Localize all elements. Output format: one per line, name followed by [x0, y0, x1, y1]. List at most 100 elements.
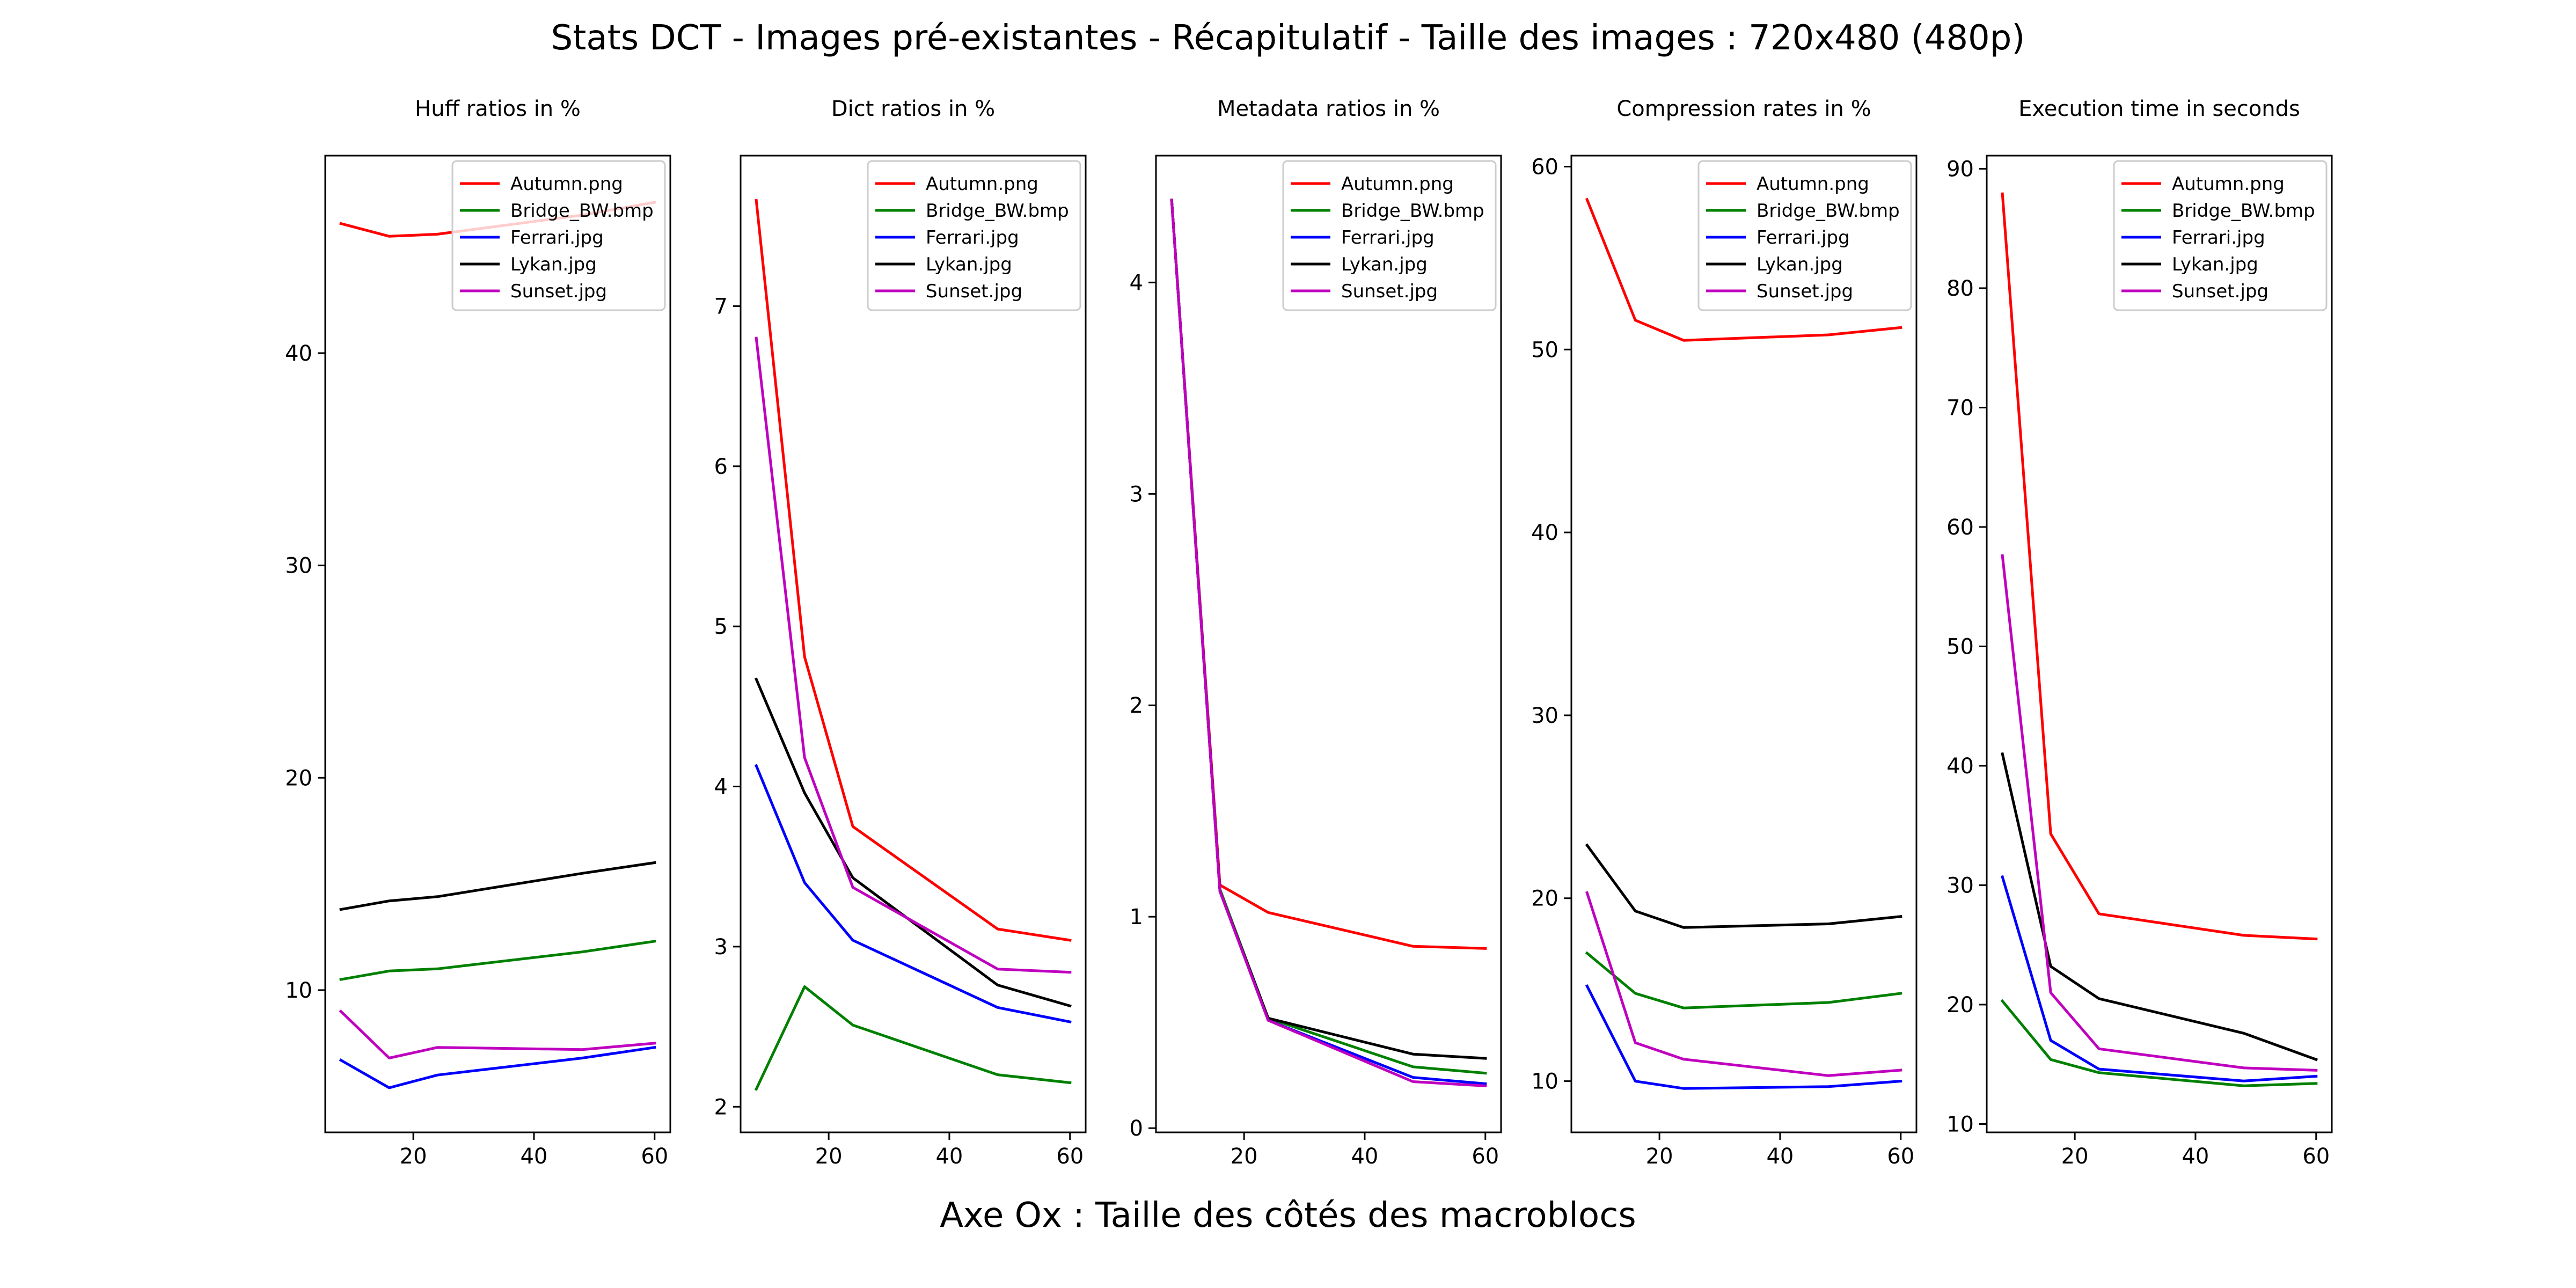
- series-line-sunset-jpg: [1585, 891, 1902, 1077]
- series-line-autumn-png: [1585, 197, 1902, 342]
- legend-label-bridge-bw-bmp: Bridge_BW.bmp: [1757, 200, 1900, 222]
- x-tick-label: 60: [641, 1144, 668, 1169]
- legend: Autumn.png Bridge_BW.bmp Ferrari.jpg Lykan.…: [1697, 160, 1912, 311]
- x-tick-label: 40: [1766, 1144, 1794, 1169]
- series-line-ferrari-jpg: [1170, 199, 1487, 1086]
- legend-box: [2113, 160, 2328, 311]
- y-tick-label: 70: [1946, 396, 1974, 420]
- legend-label-autumn-png: Autumn.png: [926, 173, 1038, 195]
- figure-xlabel: Axe Ox : Taille des côtés des macroblocs: [940, 1196, 1636, 1235]
- y-tick-label: 60: [1531, 155, 1558, 179]
- subplot-1: Huff ratios in % 20 40 60 10 20 30 40 Autumn.png…: [285, 97, 671, 1169]
- subplot-5: Execution time in seconds 20 40 60 10 20 30 40 5…: [1946, 97, 2333, 1169]
- subplot-title: Metadata ratios in %: [1217, 97, 1440, 121]
- series-line-bridge-bw-bmp: [1170, 199, 1487, 1075]
- y-tick-label: 5: [714, 614, 728, 639]
- y-tick-label: 20: [285, 766, 312, 791]
- y-tick-label: 30: [1531, 704, 1558, 728]
- subplot-title: Compression rates in %: [1616, 97, 1871, 121]
- y-tick-label: 3: [1130, 482, 1143, 507]
- legend-box: [1697, 160, 1912, 311]
- y-tick-label: 20: [1531, 887, 1558, 911]
- y-tick-label: 40: [285, 341, 312, 366]
- y-tick-label: 30: [285, 554, 312, 579]
- legend-label-lykan-jpg: Lykan.jpg: [510, 254, 597, 275]
- x-tick-label: 20: [1646, 1144, 1673, 1169]
- y-tick-label: 20: [1946, 993, 1974, 1018]
- legend: Autumn.png Bridge_BW.bmp Ferrari.jpg Lykan.…: [451, 160, 666, 311]
- legend-label-sunset-jpg: Sunset.jpg: [510, 281, 607, 302]
- y-tick-label: 90: [1946, 157, 1974, 181]
- subplot-title: Huff ratios in %: [415, 97, 581, 121]
- legend-label-sunset-jpg: Sunset.jpg: [926, 281, 1022, 302]
- legend-box: [451, 160, 666, 311]
- plot-frame: [1570, 155, 1918, 1133]
- y-tick-label: 10: [1946, 1112, 1974, 1137]
- series-line-sunset-jpg: [2001, 554, 2318, 1072]
- legend-label-ferrari-jpg: Ferrari.jpg: [1341, 227, 1435, 248]
- x-tick-label: 20: [1231, 1144, 1258, 1169]
- legend-label-ferrari-jpg: Ferrari.jpg: [510, 227, 604, 248]
- subplot-2: Dict ratios in % 20 40 60 2 3 4 5 6 7 Autumn.png Br…: [714, 97, 1087, 1169]
- legend-label-autumn-png: Autumn.png: [1341, 173, 1454, 195]
- legend-label-bridge-bw-bmp: Bridge_BW.bmp: [926, 200, 1069, 222]
- series-line-lykan-jpg: [339, 861, 656, 911]
- legend-label-bridge-bw-bmp: Bridge_BW.bmp: [510, 200, 654, 222]
- y-tick-label: 3: [714, 935, 728, 960]
- legend-label-sunset-jpg: Sunset.jpg: [1757, 281, 1853, 302]
- y-tick-label: 2: [714, 1095, 728, 1119]
- legend-label-bridge-bw-bmp: Bridge_BW.bmp: [1341, 200, 1484, 222]
- y-tick-label: 0: [1130, 1116, 1143, 1141]
- legend-label-lykan-jpg: Lykan.jpg: [926, 254, 1012, 275]
- series-line-sunset-jpg: [755, 336, 1072, 974]
- plot-frame: [324, 155, 671, 1133]
- series-line-ferrari-jpg: [1585, 984, 1902, 1090]
- series-line-ferrari-jpg: [2001, 875, 2318, 1082]
- legend-label-lykan-jpg: Lykan.jpg: [1341, 254, 1428, 275]
- y-tick-label: 40: [1946, 754, 1974, 779]
- y-tick-label: 10: [285, 978, 312, 1003]
- legend-label-autumn-png: Autumn.png: [510, 173, 623, 195]
- y-tick-label: 60: [1946, 515, 1974, 540]
- legend: Autumn.png Bridge_BW.bmp Ferrari.jpg Lykan.…: [2113, 160, 2328, 311]
- series-line-sunset-jpg: [1170, 199, 1487, 1087]
- y-tick-label: 10: [1531, 1070, 1558, 1094]
- y-tick-label: 7: [714, 294, 728, 319]
- legend-label-sunset-jpg: Sunset.jpg: [1341, 281, 1438, 302]
- subplot-title: Dict ratios in %: [831, 97, 995, 121]
- y-tick-label: 50: [1531, 338, 1558, 362]
- x-tick-label: 40: [520, 1144, 547, 1169]
- y-tick-label: 6: [714, 455, 728, 479]
- subplot-4: Compression rates in % 20 40 60 10 20 30 40 50 60…: [1531, 97, 1918, 1169]
- series-line-autumn-png: [1170, 199, 1487, 950]
- y-tick-label: 30: [1946, 873, 1974, 898]
- legend: Autumn.png Bridge_BW.bmp Ferrari.jpg Lykan.…: [867, 160, 1081, 311]
- legend: Autumn.png Bridge_BW.bmp Ferrari.jpg Lykan.…: [1282, 160, 1497, 311]
- series-line-bridge-bw-bmp: [754, 985, 1072, 1091]
- series-line-bridge-bw-bmp: [339, 940, 656, 981]
- series-line-lykan-jpg: [754, 677, 1072, 1008]
- x-tick-label: 20: [815, 1144, 843, 1169]
- series-line-lykan-jpg: [1170, 199, 1487, 1060]
- subplot-title: Execution time in seconds: [2018, 97, 2300, 121]
- series-line-bridge-bw-bmp: [1585, 951, 1902, 1009]
- series-line-lykan-jpg: [2001, 752, 2318, 1062]
- x-tick-label: 40: [1351, 1144, 1378, 1169]
- legend-label-lykan-jpg: Lykan.jpg: [1757, 254, 1843, 275]
- x-tick-label: 60: [1472, 1144, 1499, 1169]
- series-line-sunset-jpg: [339, 1009, 656, 1059]
- x-tick-label: 60: [1887, 1144, 1914, 1169]
- x-tick-label: 60: [2302, 1144, 2330, 1169]
- legend-label-bridge-bw-bmp: Bridge_BW.bmp: [2172, 200, 2315, 222]
- legend-label-lykan-jpg: Lykan.jpg: [2172, 254, 2258, 275]
- legend-box: [867, 160, 1081, 311]
- plot-frame: [740, 155, 1087, 1133]
- series-line-bridge-bw-bmp: [2000, 999, 2318, 1087]
- legend-label-ferrari-jpg: Ferrari.jpg: [926, 227, 1019, 248]
- series-line-ferrari-jpg: [754, 764, 1072, 1024]
- series-line-autumn-png: [755, 199, 1072, 942]
- y-tick-label: 4: [1130, 270, 1143, 295]
- series-line-autumn-png: [2001, 192, 2318, 941]
- series-line-ferrari-jpg: [339, 1045, 656, 1089]
